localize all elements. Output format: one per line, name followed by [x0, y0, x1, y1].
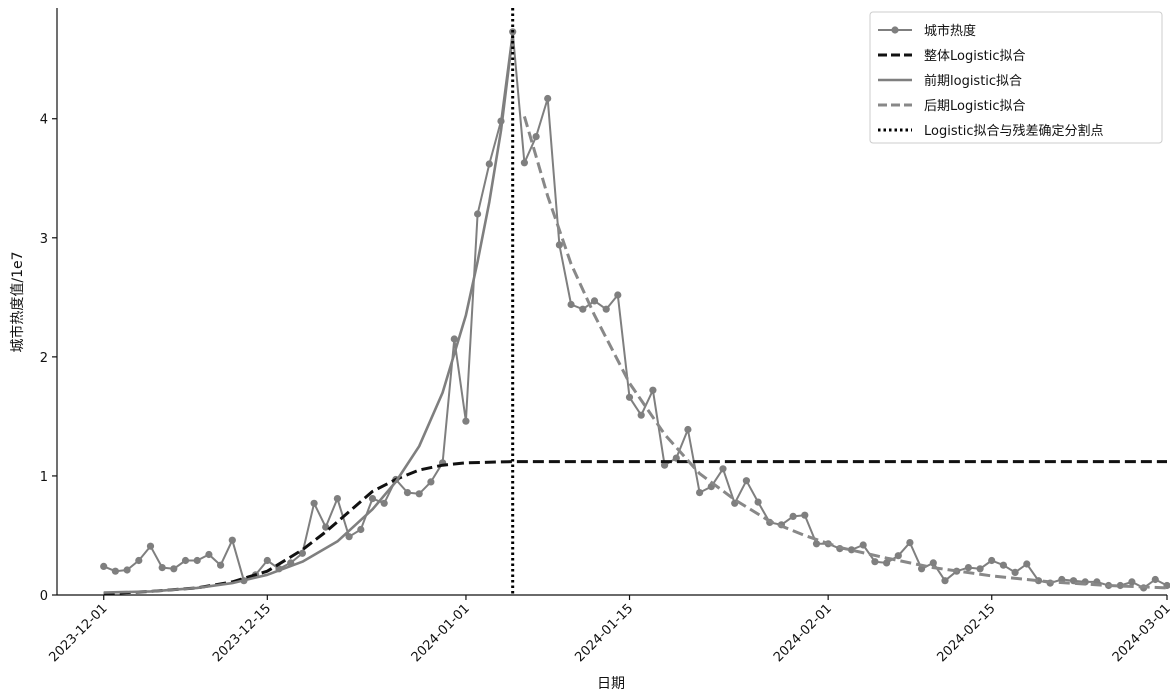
legend-label: 城市热度 — [924, 23, 976, 39]
data-point — [964, 564, 973, 572]
data-point — [801, 511, 809, 519]
legend: 城市热度整体Logistic拟合前期logistic拟合后期Logistic拟合… — [869, 11, 1163, 144]
data-point — [637, 411, 645, 419]
data-point — [672, 454, 680, 462]
data-point — [217, 561, 225, 569]
data-point — [555, 241, 564, 249]
data-point — [789, 512, 797, 521]
data-point — [579, 305, 587, 313]
data-point — [427, 478, 435, 486]
data-point — [719, 465, 727, 473]
data-point — [357, 525, 365, 534]
plot-area — [100, 8, 1170, 596]
data-point — [625, 393, 634, 401]
data-point — [474, 210, 482, 218]
data-point — [310, 499, 318, 507]
y-axis-label: 城市热度值/1e7 — [9, 251, 26, 352]
legend-label: Logistic拟合与残差确定分割点 — [924, 123, 1103, 139]
data-point — [976, 565, 984, 573]
data-point — [532, 133, 540, 141]
y-tick-label: 3 — [40, 232, 48, 247]
x-ticks: 2023-12-01 2023-12-15 2024-01-01 2024-01-15… — [47, 595, 1170, 665]
data-point — [485, 160, 493, 168]
data-point — [929, 559, 937, 567]
data-point — [684, 425, 692, 434]
data-point — [520, 159, 529, 167]
data-point — [567, 300, 575, 309]
data-point — [1034, 577, 1043, 585]
data-point — [661, 461, 669, 469]
data-point — [590, 297, 599, 305]
y-tick-label: 1 — [40, 470, 48, 485]
x-tick-label: 2024-03-01 — [1110, 601, 1170, 665]
data-point — [368, 495, 377, 503]
data-point — [883, 559, 891, 567]
data-point — [450, 335, 458, 343]
data-point — [999, 561, 1008, 569]
x-tick-label: 2024-02-01 — [771, 601, 835, 665]
data-point — [544, 94, 552, 103]
y-tick-label: 2 — [40, 351, 48, 366]
data-point — [170, 565, 178, 573]
data-point — [345, 533, 353, 541]
data-point — [181, 556, 190, 565]
y-tick-label: 0 — [40, 589, 48, 604]
data-point — [871, 558, 879, 566]
data-point — [754, 498, 762, 506]
data-point — [298, 549, 306, 557]
x-tick-label: 2023-12-15 — [210, 601, 274, 665]
series-line-1 — [103, 460, 1167, 596]
data-point — [111, 567, 119, 575]
data-point — [415, 490, 423, 498]
data-point — [859, 541, 867, 549]
data-point — [906, 539, 914, 547]
data-point — [123, 566, 131, 574]
data-point — [1128, 578, 1136, 586]
data-point — [193, 556, 201, 565]
data-point — [146, 542, 155, 550]
data-point — [462, 417, 470, 425]
data-point — [205, 550, 213, 559]
data-point — [941, 577, 949, 585]
series-line-2 — [103, 35, 514, 594]
data-point — [812, 540, 821, 548]
data-point — [380, 499, 388, 507]
data-point — [322, 523, 330, 531]
data-point — [263, 556, 271, 565]
x-tick-label: 2024-02-15 — [935, 601, 999, 665]
data-point — [158, 564, 166, 572]
y-tick-label: 4 — [40, 113, 48, 128]
data-point — [1023, 560, 1031, 568]
x-axis-label: 日期 — [597, 676, 625, 692]
data-point — [333, 495, 341, 503]
legend-label: 后期Logistic拟合 — [924, 99, 1025, 114]
x-tick-label: 2024-01-01 — [409, 601, 473, 665]
data-point — [228, 536, 236, 544]
data-point — [614, 291, 622, 299]
x-tick-label: 2024-01-15 — [572, 601, 636, 665]
legend-label: 前期logistic拟合 — [924, 73, 1022, 89]
data-point — [649, 386, 657, 394]
data-point — [100, 562, 108, 571]
series-line-3 — [522, 115, 1168, 590]
legend-box — [869, 11, 1163, 144]
legend-label: 整体Logistic拟合 — [924, 49, 1025, 64]
data-point — [696, 489, 704, 497]
data-point — [742, 477, 751, 485]
data-point — [1151, 575, 1159, 584]
data-point — [988, 556, 996, 565]
axes — [56, 8, 1167, 596]
data-point — [403, 489, 412, 497]
data-point — [1116, 581, 1124, 590]
data-point — [1011, 568, 1019, 577]
data-point — [602, 305, 610, 313]
y-ticks: 0 1 2 3 4 — [40, 113, 57, 604]
legend-marker — [891, 26, 899, 34]
data-point — [135, 556, 143, 565]
data-point — [894, 552, 902, 560]
x-tick-label: 2023-12-01 — [47, 601, 111, 665]
